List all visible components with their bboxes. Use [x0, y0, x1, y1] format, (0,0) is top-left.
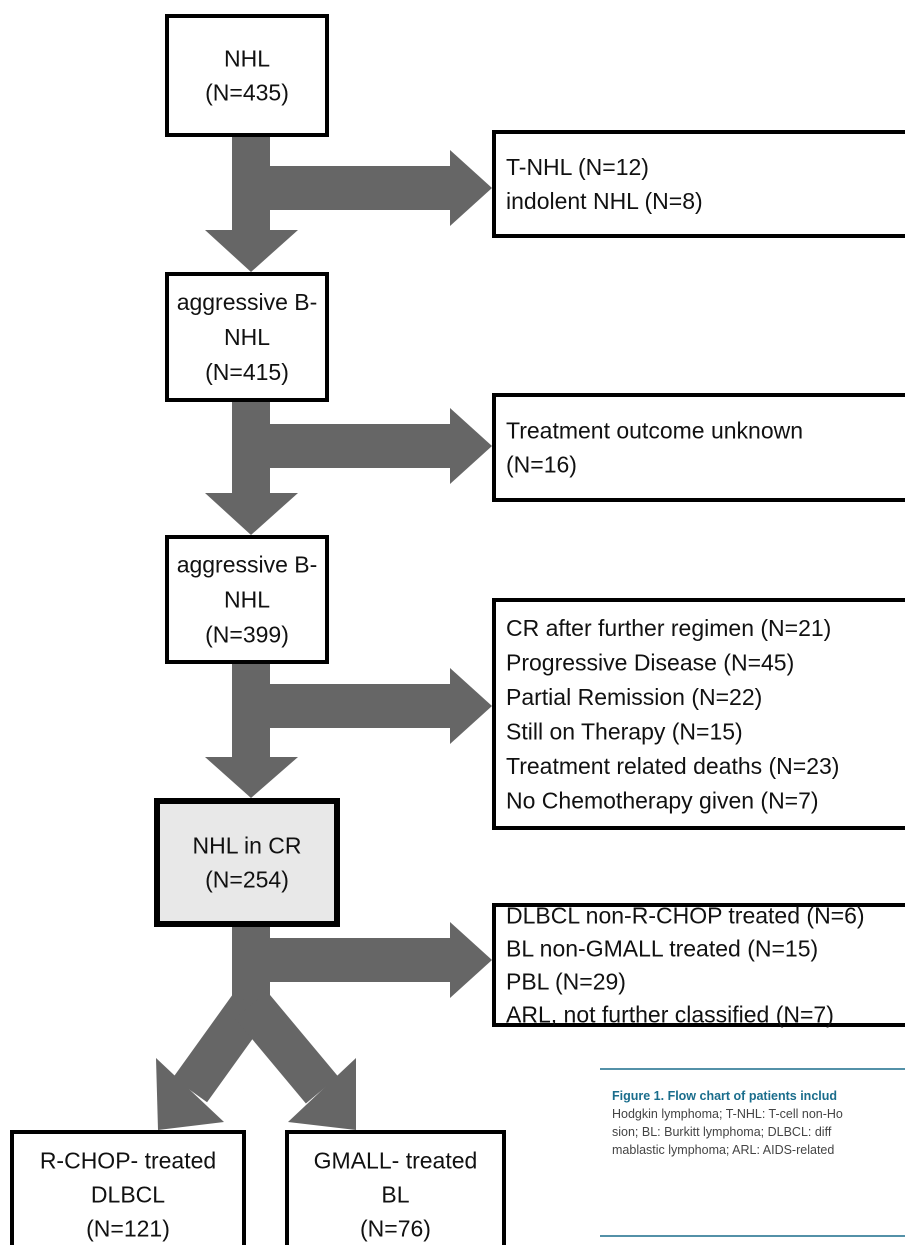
- node-label: Still on Therapy (N=15): [506, 718, 743, 744]
- node: T-NHL (N=12) indolent NHL (N=8): [492, 130, 905, 238]
- node: CR after further regimen (N=21) Progressi…: [492, 598, 905, 830]
- node-label: ARL, not further classified (N=7): [506, 1002, 834, 1028]
- node-box: [10, 1130, 246, 1245]
- node-label: (N=399): [205, 622, 289, 648]
- caption-line: mablastic lymphoma; ARL: AIDS-related: [612, 1143, 834, 1157]
- node-box: [154, 798, 340, 927]
- node: DLBCL non-R-CHOP treated (N=6) BL non-GMA…: [492, 903, 905, 1028]
- node-box: [285, 1130, 506, 1245]
- caption-line: sion; BL: Burkitt lymphoma; DLBCL: diff: [612, 1125, 832, 1139]
- node-label: (N=76): [360, 1216, 431, 1242]
- node-label: CR after further regimen (N=21): [506, 615, 831, 641]
- node-label: (N=415): [205, 359, 289, 385]
- node-label: DLBCL non-R-CHOP treated (N=6): [506, 903, 865, 929]
- arrow-shaft: [268, 938, 452, 982]
- node-label: R-CHOP- treated: [40, 1148, 216, 1174]
- arrow-shaft: [268, 424, 452, 468]
- node-box: [165, 272, 329, 402]
- caption: Figure 1. Flow chart of patients includ …: [600, 1068, 905, 1237]
- node-label: NHL in CR: [192, 833, 301, 859]
- node: NHL (N=435): [165, 14, 329, 137]
- node-label: No Chemotherapy given (N=7): [506, 787, 819, 813]
- node-box: [492, 130, 905, 238]
- node-label: (N=121): [86, 1216, 170, 1242]
- arrow-head: [450, 408, 492, 484]
- node-label: GMALL- treated: [314, 1148, 478, 1174]
- node-label: indolent NHL (N=8): [506, 188, 703, 214]
- node-label: aggressive B-: [177, 289, 318, 315]
- arrow-head: [205, 230, 298, 272]
- node-label: (N=16): [506, 452, 577, 478]
- node: aggressive B- NHL (N=399): [165, 535, 329, 664]
- node-label: NHL: [224, 324, 270, 350]
- arrows: [156, 135, 492, 1130]
- node-label: Partial Remission (N=22): [506, 684, 762, 710]
- caption-line: Hodgkin lymphoma; T-NHL: T-cell non-Ho: [612, 1107, 843, 1121]
- arrow-shaft: [234, 991, 339, 1104]
- node-label: (N=435): [205, 80, 289, 106]
- node-label: Treatment outcome unknown: [506, 418, 803, 444]
- boxes: NHL (N=435) T-NHL (N=12) indolent NHL (N=8)…: [10, 14, 905, 1245]
- node-label: Treatment related deaths (N=23): [506, 753, 839, 779]
- arrow-shaft: [232, 662, 270, 760]
- node: aggressive B- NHL (N=415): [165, 272, 329, 402]
- node-box: [165, 14, 329, 137]
- node-box: [492, 903, 905, 1027]
- node: NHL in CR (N=254): [154, 798, 340, 927]
- node-box: [492, 393, 905, 502]
- node-label: PBL (N=29): [506, 969, 626, 995]
- arrow-head: [205, 757, 298, 798]
- node-box: [492, 598, 905, 830]
- arrow-head: [288, 1058, 356, 1130]
- arrow-shaft: [268, 684, 452, 728]
- node-label: BL non-GMALL treated (N=15): [506, 936, 818, 962]
- arrow-head: [450, 668, 492, 744]
- node-box: [165, 535, 329, 664]
- node-label: BL: [381, 1182, 409, 1208]
- arrow-shaft: [268, 166, 452, 210]
- node-label: DLBCL: [91, 1182, 165, 1208]
- node: GMALL- treated BL (N=76): [285, 1130, 506, 1245]
- arrow-head: [156, 1058, 224, 1130]
- arrow-head: [450, 150, 492, 226]
- caption-title: Figure 1. Flow chart of patients includ: [612, 1089, 837, 1103]
- arrow-shaft: [232, 135, 270, 232]
- node-label: NHL: [224, 587, 270, 613]
- node: R-CHOP- treated DLBCL (N=121): [10, 1130, 246, 1245]
- arrow-head: [205, 493, 298, 535]
- arrow-shaft: [232, 400, 270, 495]
- arrow-head: [450, 922, 492, 998]
- node-label: aggressive B-: [177, 552, 318, 578]
- node-label: T-NHL (N=12): [506, 154, 649, 180]
- node-label: NHL: [224, 46, 270, 72]
- node-label: (N=254): [205, 867, 289, 893]
- node-label: Progressive Disease (N=45): [506, 649, 794, 675]
- node: Treatment outcome unknown (N=16): [492, 393, 905, 502]
